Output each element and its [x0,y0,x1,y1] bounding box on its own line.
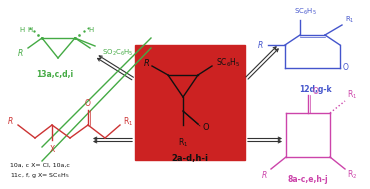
Text: R: R [7,118,13,126]
Text: R: R [258,40,263,50]
Text: 11c, f, g X= SC$_6$H$_5$: 11c, f, g X= SC$_6$H$_5$ [10,171,70,180]
Text: O: O [85,98,91,108]
Text: H: H [20,27,25,33]
Text: R$_1$: R$_1$ [123,116,133,128]
Text: O: O [343,64,349,73]
Text: R: R [261,170,267,180]
Text: SC$_6$H$_5$: SC$_6$H$_5$ [216,57,240,69]
Text: SO$_2$C$_6$H$_5$: SO$_2$C$_6$H$_5$ [102,48,134,58]
Text: 2a-d,h-i: 2a-d,h-i [172,153,209,163]
Text: R: R [144,59,150,67]
Text: R: R [17,49,23,57]
Text: R$_1$: R$_1$ [345,15,355,25]
Text: 8a-c,e,h-j: 8a-c,e,h-j [288,176,328,184]
Text: 13a,c,d,i: 13a,c,d,i [36,70,74,80]
Text: H: H [88,27,93,33]
Text: 12d,g-k: 12d,g-k [299,85,331,94]
Text: R$_1$: R$_1$ [178,137,188,149]
Text: X: X [49,146,55,154]
Text: O: O [203,123,209,132]
Text: SC$_6$H$_5$: SC$_6$H$_5$ [294,7,316,17]
Text: H: H [27,27,33,33]
Text: 10a, c X= Cl, 10a,c: 10a, c X= Cl, 10a,c [10,163,70,167]
Text: R$_2$: R$_2$ [347,169,357,181]
Text: R$_1$: R$_1$ [347,89,357,101]
FancyBboxPatch shape [135,45,245,160]
Text: O: O [313,87,319,95]
